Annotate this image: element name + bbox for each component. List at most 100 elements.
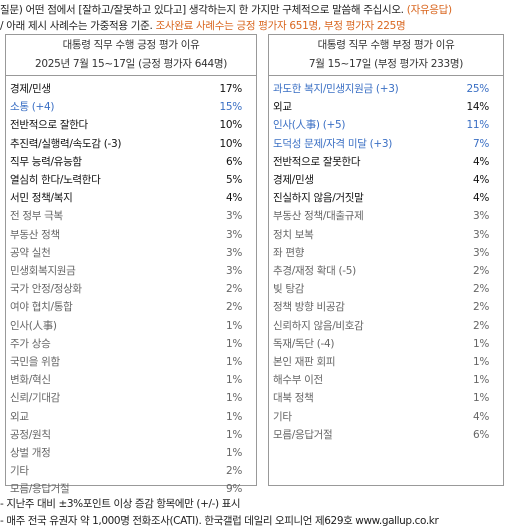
- table-row: 여야 협치/통합 2%: [10, 298, 252, 316]
- row-value: 6%: [472, 428, 489, 441]
- row-label: 신뢰하지 않음/비호감: [273, 319, 364, 332]
- table-title: 대통령 직무 수행 부정 평가 이유: [317, 39, 455, 51]
- row-label: 민생회복지원금: [10, 265, 76, 277]
- row-label: 전반적으로 잘한다: [10, 119, 88, 132]
- row-value: 1%: [225, 428, 242, 441]
- table-title: 대통령 직무 수행 긍정 평가 이유: [62, 39, 200, 51]
- table-row: 본인 재판 회피 1%: [273, 353, 499, 371]
- row-label: 진실하지 않음/거짓말: [273, 192, 364, 205]
- table-row: 부동산 정책/대출규제 3%: [273, 207, 499, 225]
- table-row: 전 정부 극복 3%: [10, 207, 252, 225]
- row-value: 1%: [225, 392, 242, 405]
- question-note: (자유응답): [406, 4, 452, 16]
- row-value: 2%: [472, 301, 489, 314]
- table-row: 정책 방향 비공감 2%: [273, 298, 499, 316]
- row-label: 본인 재판 회피: [273, 356, 336, 368]
- row-value: 15%: [219, 101, 243, 114]
- table-row: 외교 1%: [10, 408, 252, 426]
- table-row: 전반적으로 잘한다 10%: [10, 116, 252, 134]
- table-row: 진실하지 않음/거짓말 4%: [273, 189, 499, 207]
- table-row: 전반적으로 잘못한다 4%: [273, 153, 499, 171]
- row-label: 여야 협치/통합: [10, 301, 73, 314]
- row-value: 1%: [472, 392, 489, 405]
- row-value: 3%: [472, 246, 489, 259]
- row-value: 11%: [466, 119, 490, 132]
- row-value: 10%: [219, 119, 243, 132]
- row-value: 3%: [225, 265, 242, 277]
- row-value: 4%: [472, 192, 489, 205]
- row-label: 정책 방향 비공감: [273, 301, 345, 314]
- table-row: 외교 14%: [273, 98, 499, 116]
- row-label: 상벌 개정: [10, 447, 51, 459]
- table-row: 소통 (+4) 15%: [10, 98, 252, 116]
- table-row: 모름/응답거절 6%: [273, 426, 499, 444]
- table-header: 대통령 직무 수행 긍정 평가 이유 2025년 7월 15~17일 (긍정 평가…: [6, 35, 256, 76]
- table-subtitle: 2025년 7월 15~17일 (긍정 평가자 644명): [34, 58, 228, 70]
- row-label: 좌 편향: [273, 246, 305, 259]
- row-value: 2%: [225, 283, 242, 296]
- row-label: 추진력/실행력/속도감 (-3): [10, 137, 122, 150]
- row-label: 소통 (+4): [10, 101, 55, 114]
- table-subtitle: 7월 15~17일 (부정 평가자 233명): [308, 58, 464, 70]
- table-row: 열심히 한다/노력한다 5%: [10, 171, 252, 189]
- row-value: 4%: [225, 192, 242, 205]
- table-row: 도덕성 문제/자격 미달 (+3) 7%: [273, 135, 499, 153]
- row-value: 10%: [219, 137, 243, 150]
- table-row: 독재/독단 (-4) 1%: [273, 335, 499, 353]
- row-label: 과도한 복지/민생지원금 (+3): [273, 83, 399, 95]
- row-label: 빚 탕감: [273, 283, 305, 296]
- table-row: 추진력/실행력/속도감 (-3) 10%: [10, 135, 252, 153]
- table-row: 좌 편향 3%: [273, 244, 499, 262]
- row-value: 3%: [472, 210, 489, 223]
- row-label: 정치 보복: [273, 228, 314, 241]
- row-value: 3%: [225, 246, 242, 259]
- row-value: 2%: [472, 283, 489, 296]
- row-label: 신뢰/기대감: [10, 392, 61, 405]
- table-row: 신뢰하지 않음/비호감 2%: [273, 317, 499, 335]
- row-value: 1%: [225, 374, 242, 387]
- row-value: 3%: [225, 210, 242, 223]
- question: 질문) 어떤 점에서 [잘하고/잘못하고 있다고] 생각하는지 한 가지만 구체…: [0, 2, 452, 17]
- table-row: 인사(人事) (+5) 11%: [273, 116, 499, 134]
- note: / 아래 제시 사례수는 가중적용 기준. 조사완료 사례수는 긍정 평가자 6…: [0, 18, 406, 33]
- footer-line: - 지난주 대비 ±3%포인트 이상 증감 항목에만 (+/-) 표시: [0, 498, 241, 510]
- table-row: 서민 정책/복지 4%: [10, 189, 252, 207]
- row-label: 추경/재정 확대 (-5): [273, 265, 356, 277]
- table-row: 신뢰/기대감 1%: [10, 389, 252, 407]
- row-label: 해수부 이전: [273, 374, 323, 387]
- row-value: 1%: [472, 356, 489, 368]
- note-highlight: 조사완료 사례수는 긍정 평가자 651명, 부정 평가자 225명: [155, 20, 406, 32]
- row-label: 서민 정책/복지: [10, 192, 73, 205]
- row-value: 25%: [466, 83, 490, 95]
- row-value: 3%: [225, 228, 242, 241]
- table-row: 변화/혁신 1%: [10, 371, 252, 389]
- table-row: 상벌 개정 1%: [10, 444, 252, 462]
- row-value: 6%: [225, 155, 242, 168]
- table-row: 부동산 정책 3%: [10, 226, 252, 244]
- row-label: 직무 능력/유능함: [10, 155, 82, 168]
- row-label: 변화/혁신: [10, 374, 51, 387]
- row-value: 2%: [225, 301, 242, 314]
- row-value: 4%: [472, 410, 489, 423]
- question-text: 질문) 어떤 점에서 [잘하고/잘못하고 있다고] 생각하는지 한 가지만 구체…: [0, 4, 404, 16]
- row-label: 외교: [273, 101, 292, 114]
- table-row: 민생회복지원금 3%: [10, 262, 252, 280]
- row-label: 인사(人事): [10, 319, 57, 332]
- row-label: 외교: [10, 410, 29, 423]
- table-row: 공정/원칙 1%: [10, 426, 252, 444]
- table-row: 모름/응답거절 9%: [10, 480, 252, 498]
- row-label: 국가 안정/정상화: [10, 283, 82, 296]
- row-value: 1%: [472, 337, 489, 350]
- table-row: 기타 4%: [273, 408, 499, 426]
- table-row: 주가 상승 1%: [10, 335, 252, 353]
- table-row: 해수부 이전 1%: [273, 371, 499, 389]
- row-value: 1%: [225, 410, 242, 423]
- row-label: 경제/민생: [10, 83, 51, 95]
- row-value: 2%: [225, 465, 242, 478]
- row-value: 17%: [219, 83, 243, 95]
- row-value: 1%: [225, 356, 242, 368]
- table-row: 국가 안정/정상화 2%: [10, 280, 252, 298]
- row-value: 5%: [225, 174, 242, 186]
- row-value: 14%: [466, 101, 490, 114]
